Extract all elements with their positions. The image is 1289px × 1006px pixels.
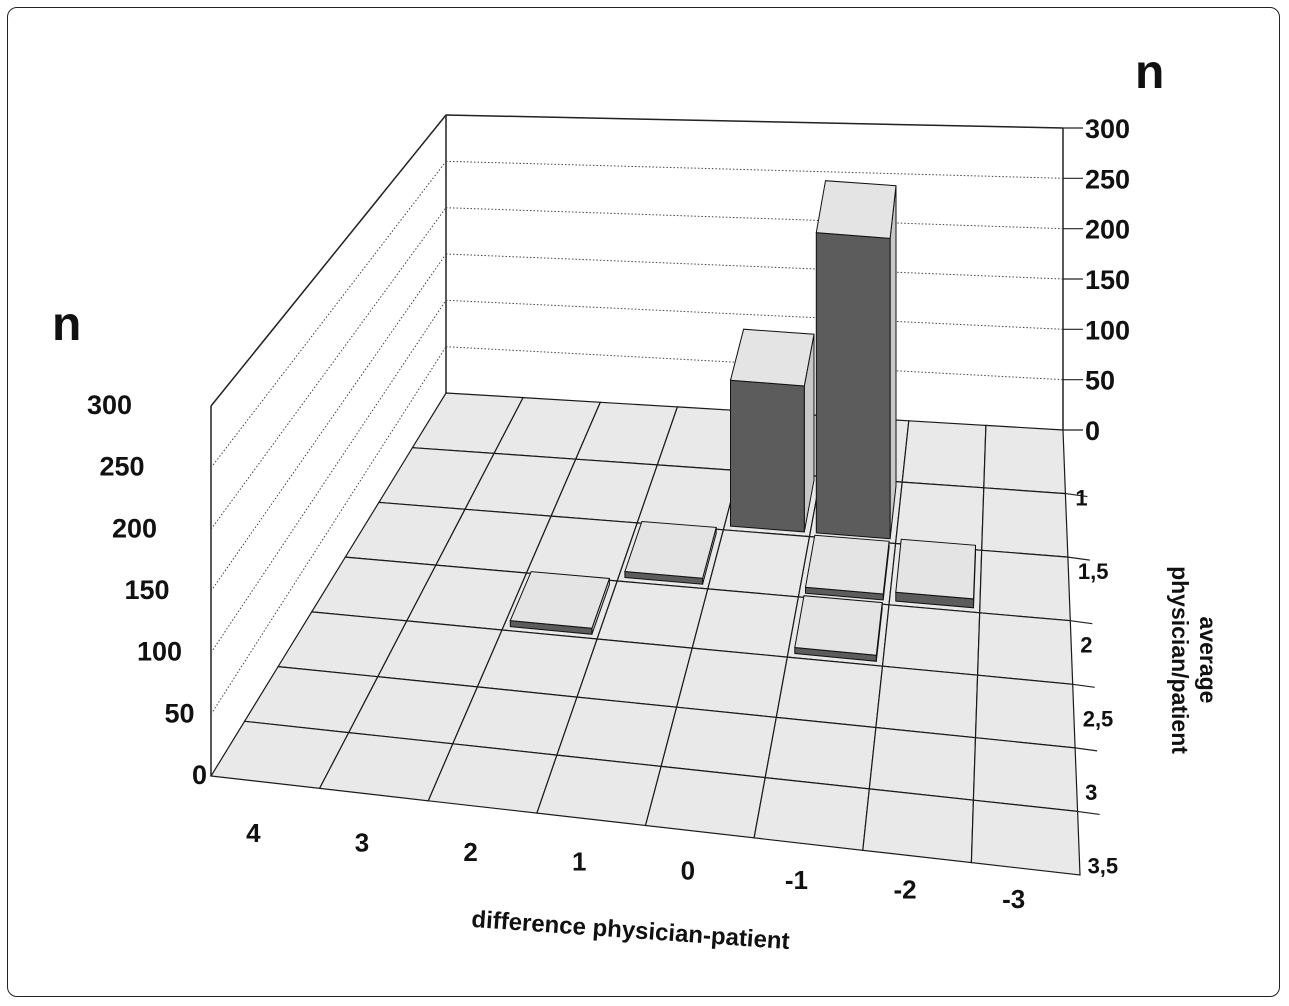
y-tick-label: 1 xyxy=(1075,486,1087,511)
z-axis-title-right: n xyxy=(1135,46,1164,99)
bar-front xyxy=(730,379,805,533)
z-tick-right-label: 50 xyxy=(1085,366,1115,396)
z-tick-left-label: 300 xyxy=(87,390,132,420)
x-tick-label: -3 xyxy=(1002,884,1025,914)
left-wall-gridline xyxy=(210,160,447,469)
floor-cell xyxy=(868,726,977,801)
z-tick-left-label: 250 xyxy=(99,452,144,482)
floor-cell xyxy=(972,737,1079,813)
floor-cell xyxy=(556,696,678,768)
y-tick-label: 2 xyxy=(1080,633,1092,658)
floor-cell xyxy=(764,716,877,790)
left-wall-gridline xyxy=(210,300,447,653)
y-tick-label: 3,5 xyxy=(1088,853,1119,878)
back-wall-gridline xyxy=(445,299,1064,330)
floor-cell xyxy=(970,799,1081,876)
floor-cell xyxy=(675,647,789,719)
bar xyxy=(895,538,977,609)
y-tick xyxy=(1067,556,1090,561)
z-tick-left-label: 200 xyxy=(112,513,157,543)
bar-top xyxy=(509,571,611,629)
y-tick xyxy=(1072,683,1095,688)
y-tick-label: 3 xyxy=(1085,780,1097,805)
wall-top-edge xyxy=(210,114,1064,407)
left-wall-gridline xyxy=(210,346,447,715)
bar-front xyxy=(815,232,891,540)
z-tick-left-label: 150 xyxy=(124,575,169,605)
x-axis-title: difference physician-patient xyxy=(471,906,791,955)
bar xyxy=(794,595,883,662)
x-tick-label: 1 xyxy=(572,846,586,876)
x-tick-label: 0 xyxy=(681,856,695,886)
back-wall-gridline xyxy=(445,207,1064,230)
y-tick xyxy=(1070,620,1093,625)
x-tick-label: 4 xyxy=(246,818,261,848)
x-tick-label: 2 xyxy=(463,837,477,867)
floor-cell xyxy=(753,776,870,851)
bar-top xyxy=(794,595,883,656)
y-tick xyxy=(1077,810,1100,816)
x-tick-label: -2 xyxy=(894,874,917,904)
floor-cell xyxy=(976,612,1074,685)
y-tick xyxy=(1065,492,1088,498)
z-tick-left-label: 100 xyxy=(137,637,182,667)
bar xyxy=(729,328,815,533)
z-tick-right-label: 100 xyxy=(1085,315,1130,345)
back-wall-gridline xyxy=(445,160,1064,179)
x-tick-label: 3 xyxy=(355,828,369,858)
floor-cell xyxy=(862,788,975,864)
floor-cell xyxy=(983,424,1067,495)
floor-cell xyxy=(596,580,709,649)
floor-cell xyxy=(981,487,1069,558)
bar xyxy=(815,180,897,540)
floor-cell xyxy=(901,420,987,489)
bar-side xyxy=(889,185,897,539)
bar xyxy=(509,571,611,635)
floor-cell xyxy=(775,656,884,729)
floor-cell xyxy=(707,529,811,598)
floor-cell xyxy=(979,549,1071,622)
z-tick-right-label: 150 xyxy=(1085,265,1130,295)
bar-top xyxy=(895,538,977,600)
floor-cell xyxy=(644,765,766,839)
z-tick-right-label: 300 xyxy=(1085,114,1130,144)
z-tick-right-label: 250 xyxy=(1085,164,1130,194)
floor-cell xyxy=(660,706,778,779)
y-tick xyxy=(1075,747,1098,752)
bar xyxy=(804,534,890,601)
bar-top xyxy=(729,328,815,387)
bar-top xyxy=(815,180,897,239)
z-axis-title-left: n xyxy=(52,298,81,351)
floor-cell xyxy=(875,665,979,739)
bar xyxy=(624,520,717,585)
z-tick-left-label: 0 xyxy=(192,760,207,790)
floor-cell xyxy=(974,674,1076,749)
y-tick-label: 1,5 xyxy=(1078,559,1109,584)
floor-cell xyxy=(691,588,800,658)
bar-top xyxy=(804,534,890,595)
x-tick-label: -1 xyxy=(785,865,808,895)
z-tick-right-label: 200 xyxy=(1085,215,1130,245)
floor-cell xyxy=(881,604,981,676)
y-axis-title: averagephysician/patient xyxy=(1167,566,1221,754)
floor-cell xyxy=(576,638,693,708)
floor-cell xyxy=(536,754,662,827)
bar-top xyxy=(624,520,717,579)
back-wall-gridline xyxy=(445,253,1064,280)
y-tick-label: 2,5 xyxy=(1083,706,1114,731)
z-tick-right-label: 0 xyxy=(1085,416,1100,446)
z-tick-left-label: 50 xyxy=(164,698,194,728)
